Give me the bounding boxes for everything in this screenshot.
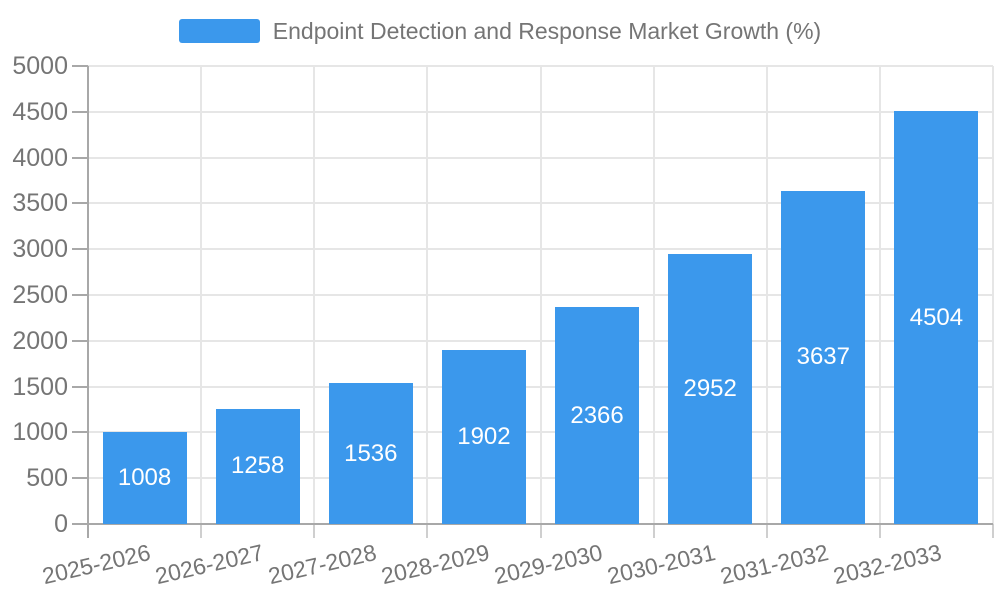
bar-value-label: 3637 xyxy=(796,343,850,371)
legend-swatch xyxy=(178,19,260,43)
bar-value-label: 2366 xyxy=(570,401,624,429)
x-axis-tick xyxy=(426,524,429,538)
bar-value-label: 1536 xyxy=(344,439,398,467)
x-axis-tick xyxy=(765,524,768,538)
gridline-vertical xyxy=(313,66,316,524)
y-axis-tick xyxy=(72,339,88,342)
y-axis-tick xyxy=(72,385,88,388)
bar-2032-2033[interactable]: 4504 xyxy=(894,111,979,524)
y-axis-tick xyxy=(72,65,88,67)
bar-value-label: 1258 xyxy=(230,452,285,480)
gridline-vertical xyxy=(426,66,429,524)
y-axis-label: 2000 xyxy=(12,326,68,355)
bar-2025-2026[interactable]: 1008 xyxy=(102,431,187,524)
gridline-vertical xyxy=(539,66,542,524)
gridline-vertical xyxy=(652,66,655,524)
x-axis-tick xyxy=(313,524,316,538)
bar-2026-2027[interactable]: 1258 xyxy=(215,408,300,524)
y-axis-tick xyxy=(72,110,88,113)
y-axis-tick xyxy=(72,202,88,205)
bar-2029-2030[interactable]: 2366 xyxy=(555,307,640,524)
bar-2027-2028[interactable]: 1536 xyxy=(328,383,413,524)
y-axis-tick xyxy=(72,431,88,434)
gridline-vertical xyxy=(992,66,994,524)
y-axis-tick xyxy=(72,294,88,296)
y-axis-label: 5000 xyxy=(12,52,68,80)
gridline-vertical xyxy=(765,66,768,524)
x-axis-tick xyxy=(200,524,203,538)
y-axis-label: 1500 xyxy=(12,372,68,401)
bar-2030-2031[interactable]: 2952 xyxy=(668,253,753,524)
bar-value-label: 1008 xyxy=(117,463,172,491)
y-axis-label: 3500 xyxy=(12,189,68,218)
y-axis-tick xyxy=(72,156,88,159)
bar-value-label: 2952 xyxy=(683,374,737,402)
y-axis-label: 4500 xyxy=(12,97,68,126)
y-axis-label: 500 xyxy=(26,464,68,493)
y-axis-line xyxy=(87,66,89,538)
bar-2031-2032[interactable]: 3637 xyxy=(781,190,866,524)
y-axis-tick xyxy=(72,477,88,480)
y-axis-label: 4000 xyxy=(12,143,68,172)
y-axis-tick xyxy=(72,248,88,251)
y-axis-label: 0 xyxy=(54,510,68,538)
y-axis-label: 2500 xyxy=(12,281,68,309)
bar-value-label: 1902 xyxy=(457,422,511,450)
legend-label: Endpoint Detection and Response Market G… xyxy=(272,18,822,44)
y-axis-tick xyxy=(72,523,88,525)
gridline-vertical xyxy=(200,66,203,524)
x-axis-line xyxy=(88,523,993,525)
gridline-vertical xyxy=(878,66,881,524)
legend-item[interactable]: Endpoint Detection and Response Market G… xyxy=(0,17,1000,45)
x-axis-tick xyxy=(539,524,542,538)
y-axis-label: 3000 xyxy=(12,235,68,264)
bar-value-label: 4504 xyxy=(909,303,964,331)
y-axis-label: 1000 xyxy=(12,418,68,447)
bar-2028-2029[interactable]: 1902 xyxy=(441,349,526,524)
x-axis-tick xyxy=(878,524,881,538)
x-axis-tick xyxy=(992,524,994,538)
x-axis-tick xyxy=(652,524,655,538)
